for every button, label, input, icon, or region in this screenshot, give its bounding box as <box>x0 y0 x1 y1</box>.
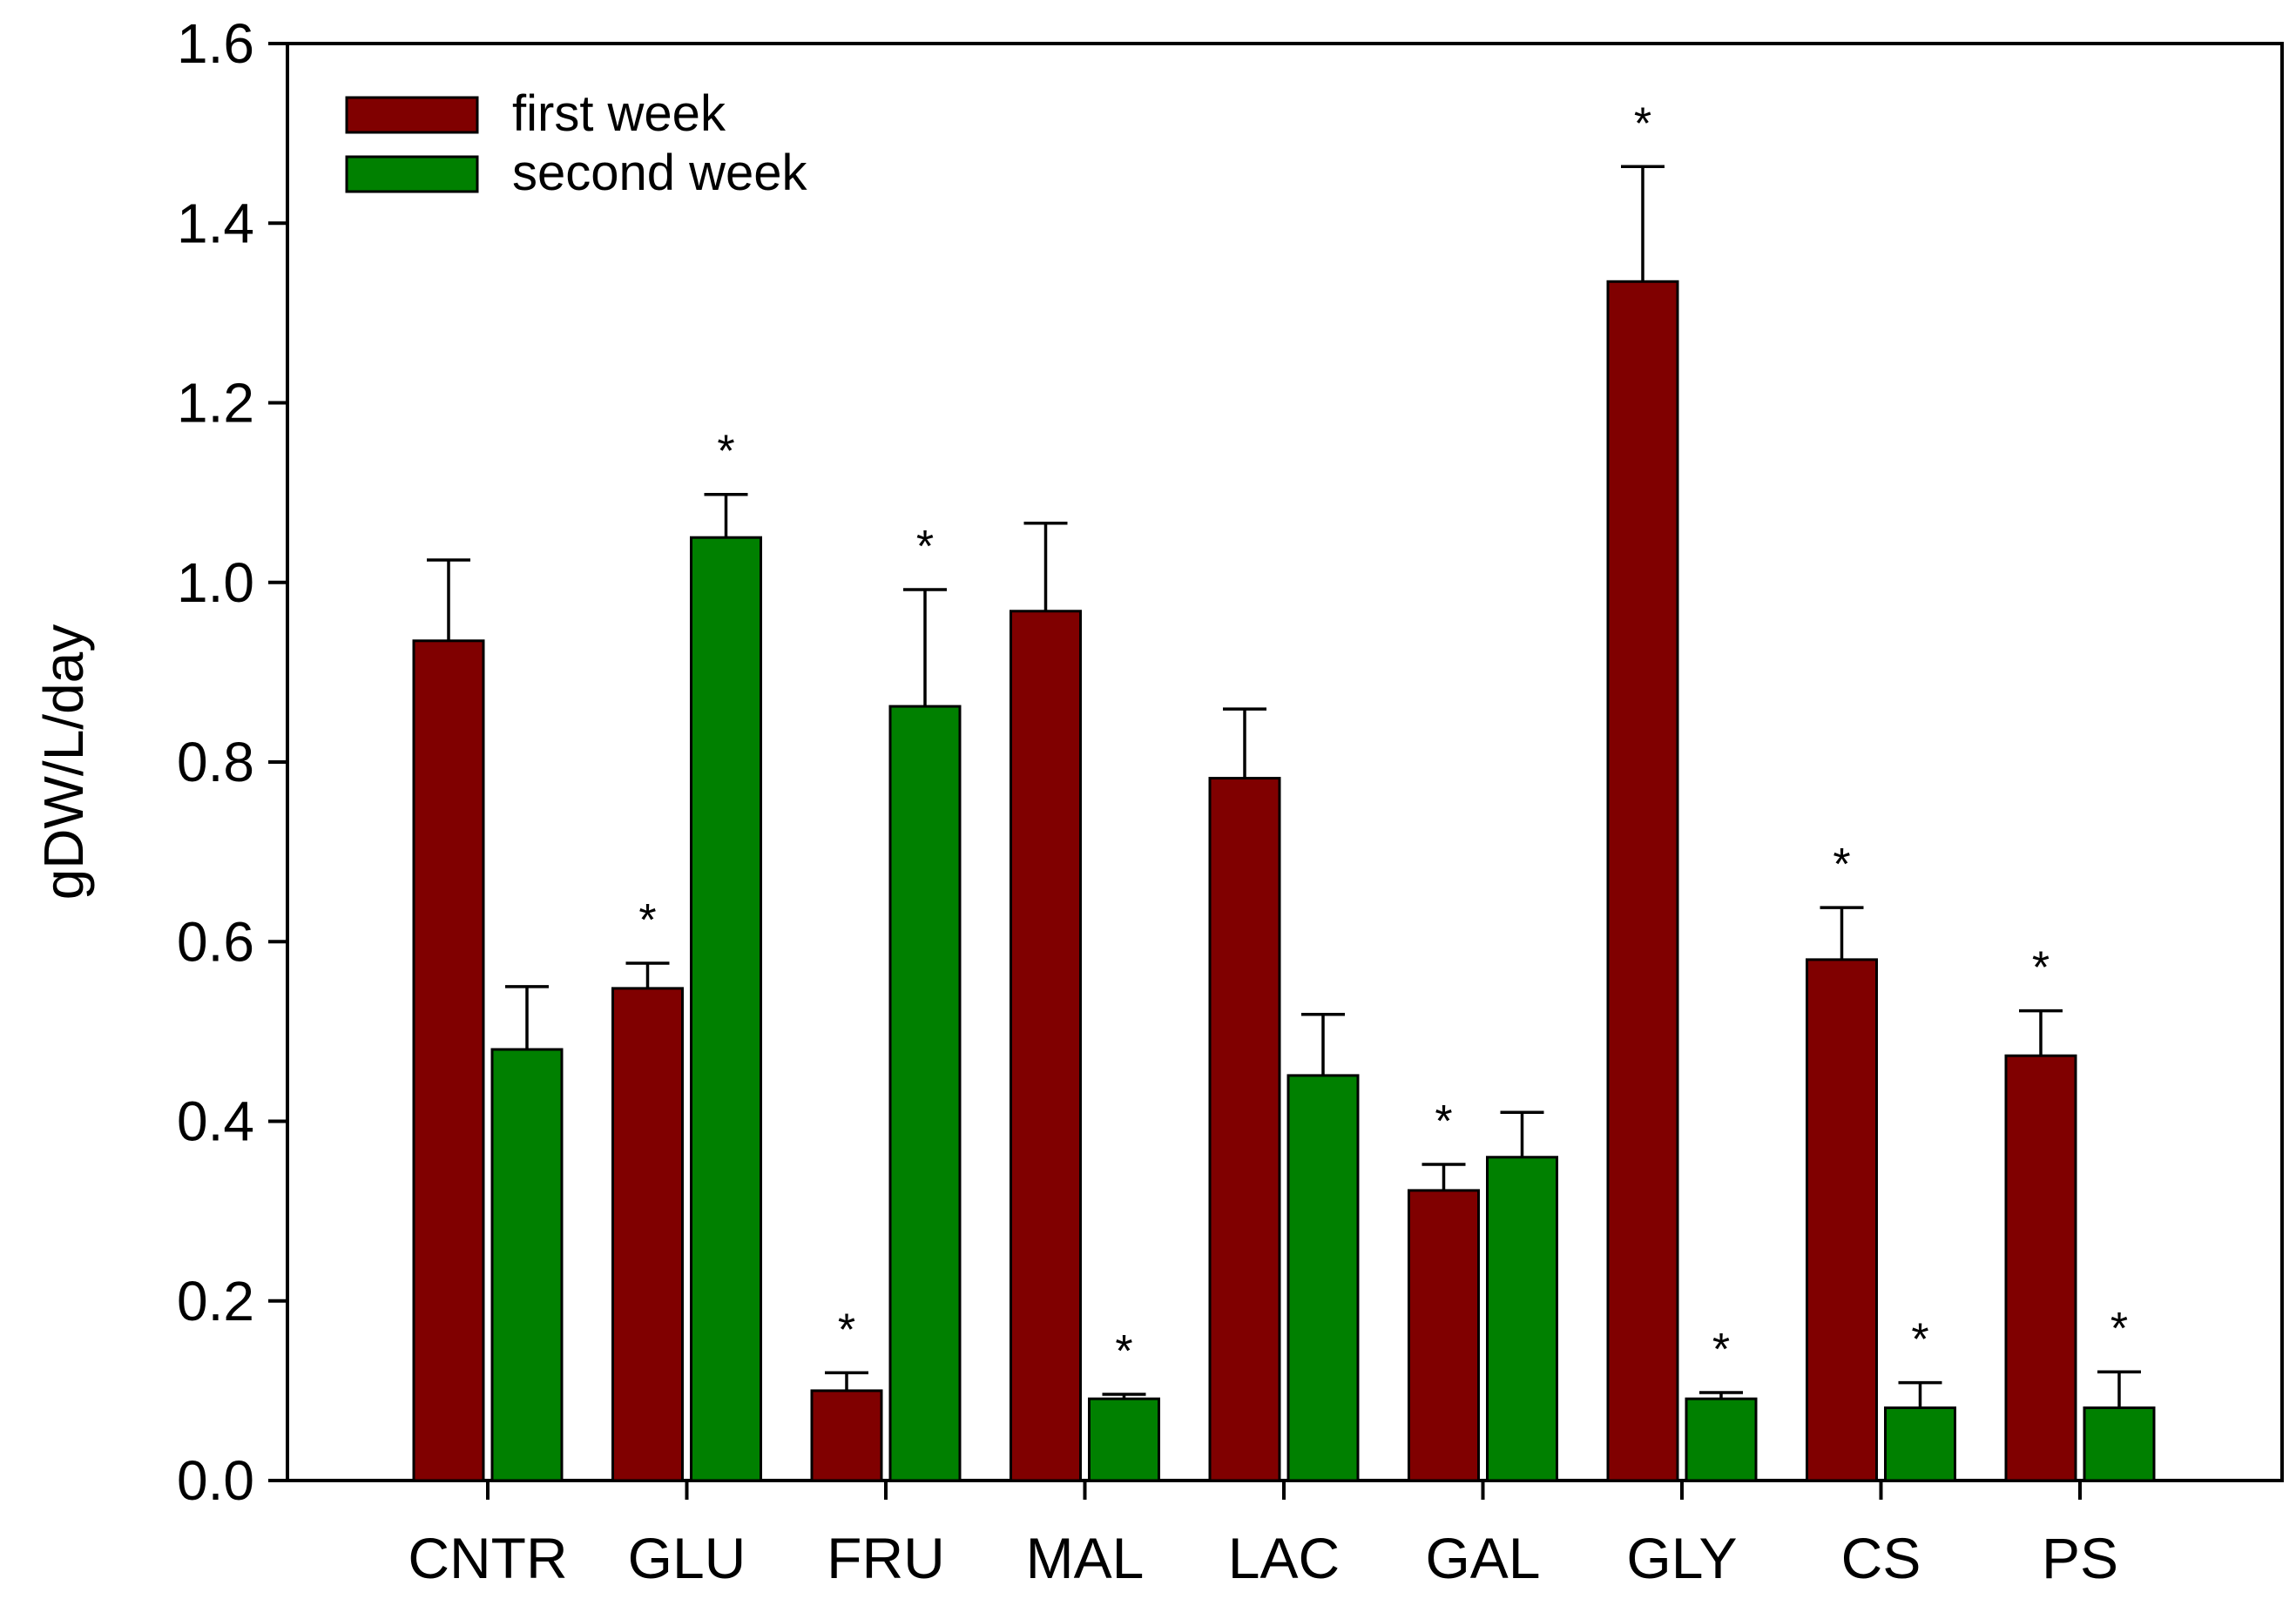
x-tick-label-lac: LAC <box>1228 1526 1340 1590</box>
significance-star: * <box>717 427 734 477</box>
significance-star: * <box>1435 1096 1452 1147</box>
bar-first-week-ps <box>2004 1054 2077 1482</box>
x-tick-label-glu: GLU <box>628 1526 746 1590</box>
significance-star: * <box>916 522 934 572</box>
x-tick-label-gly: GLY <box>1626 1526 1737 1590</box>
legend: first week second week <box>345 85 808 201</box>
bar-second-week-ps <box>2083 1406 2156 1482</box>
bar-second-week-glu <box>690 536 762 1482</box>
bar-first-week-gal <box>1408 1189 1480 1482</box>
bar-first-week-cntr <box>412 639 485 1482</box>
x-axis: CNTR GLU FRU MAL LAC GAL GLY CS PS <box>408 1481 2118 1590</box>
x-tick-label-cs: CS <box>1841 1526 1921 1590</box>
bar-first-week-gly <box>1606 280 1679 1482</box>
legend-swatch-second-week <box>345 155 479 193</box>
significance-star: * <box>1115 1326 1132 1377</box>
significance-star: * <box>1634 98 1651 149</box>
bar-first-week-glu <box>611 987 684 1482</box>
significance-star: * <box>638 895 656 946</box>
x-tick-label-fru: FRU <box>827 1526 945 1590</box>
y-axis-title: gDW/L/day <box>32 624 95 901</box>
significance-star: * <box>838 1305 855 1355</box>
bar-second-week-lac <box>1286 1074 1360 1482</box>
bar-first-week-fru <box>810 1389 883 1482</box>
significance-markers: * * * * * * * * * * * * <box>638 98 2128 1377</box>
y-tick-label: 0.6 <box>177 910 254 973</box>
bar-second-week-fru <box>888 705 962 1482</box>
legend-swatch-first-week <box>345 96 479 134</box>
y-tick-label: 1.6 <box>177 12 254 75</box>
x-tick-label-gal: GAL <box>1425 1526 1540 1590</box>
x-tick-label-ps: PS <box>2042 1526 2118 1590</box>
bars-group <box>412 280 2156 1482</box>
x-tick-label-mal: MAL <box>1026 1526 1145 1590</box>
legend-label-second-week: second week <box>512 145 808 201</box>
significance-star: * <box>1833 840 1850 890</box>
x-tick-label-cntr: CNTR <box>408 1526 567 1590</box>
y-axis: 0.0 0.2 0.4 0.6 0.8 1.0 1.2 1.4 1.6 <box>177 12 287 1512</box>
y-tick-label: 1.4 <box>177 192 254 254</box>
significance-star: * <box>1712 1325 1730 1375</box>
bar-second-week-gal <box>1486 1156 1558 1482</box>
y-tick-label: 1.0 <box>177 551 254 614</box>
bar-first-week-lac <box>1208 777 1281 1482</box>
bar-second-week-gly <box>1685 1397 1758 1482</box>
plot-frame <box>286 42 2284 1482</box>
bar-second-week-cs <box>1884 1406 1956 1482</box>
y-tick-label: 1.2 <box>177 372 254 435</box>
bar-second-week-cntr <box>490 1048 564 1482</box>
error-bars-group <box>427 165 2141 1408</box>
y-tick-label: 0.8 <box>177 731 254 793</box>
y-tick-label: 0.2 <box>177 1270 254 1332</box>
significance-star: * <box>1911 1315 1928 1366</box>
bar-first-week-mal <box>1010 610 1082 1482</box>
y-tick-label: 0.4 <box>177 1090 254 1153</box>
bar-second-week-mal <box>1088 1397 1160 1482</box>
bar-first-week-cs <box>1806 958 1878 1482</box>
significance-star: * <box>2032 943 2050 994</box>
significance-star: * <box>2110 1304 2128 1354</box>
legend-label-first-week: first week <box>512 85 726 142</box>
y-tick-label: 0.0 <box>177 1449 254 1512</box>
